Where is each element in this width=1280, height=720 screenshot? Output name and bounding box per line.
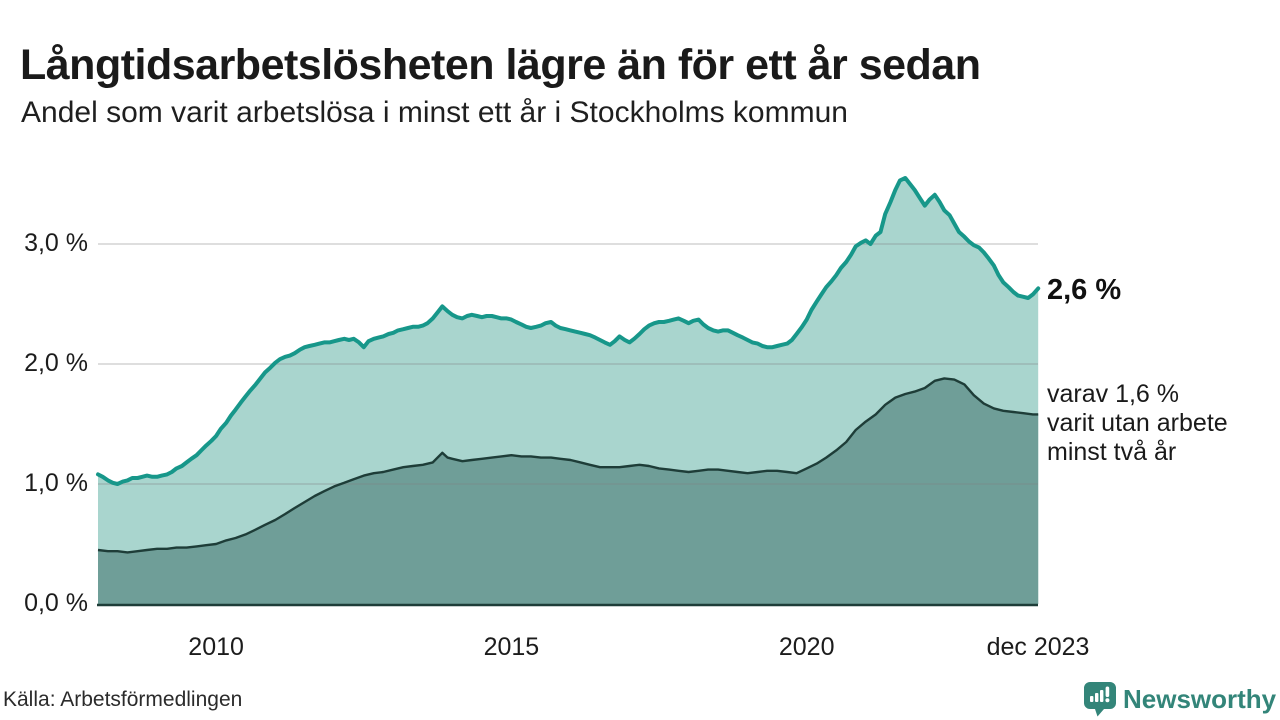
two-year-annotation: varav 1,6 % varit utan arbete minst två …	[1047, 380, 1228, 467]
newsworthy-wordmark: Newsworthy	[1123, 684, 1277, 714]
two-year-annotation-line3: minst två år	[1047, 438, 1177, 466]
x-tick-label: 2020	[778, 633, 835, 661]
source-credit: Källa: Arbetsförmedlingen	[3, 688, 243, 711]
latest-total-annotation: 2,6 %	[1047, 274, 1122, 306]
y-tick-label: 1,0 %	[24, 468, 88, 497]
y-tick-label: 3,0 %	[24, 228, 88, 257]
two-year-annotation-line2: varit utan arbete	[1047, 409, 1228, 437]
newsworthy-bubble-chart-icon	[1084, 682, 1116, 717]
chart-subtitle: Andel som varit arbetslösa i minst ett å…	[21, 96, 848, 129]
two-year-annotation-line1: varav 1,6 %	[1047, 380, 1180, 408]
y-tick-label: 0,0 %	[24, 588, 88, 617]
x-tick-label: 2010	[188, 633, 244, 661]
gridlines	[98, 243, 1038, 485]
newsworthy-logo[interactable]: Newsworthy	[1084, 682, 1276, 717]
x-tick-label: dec 2023	[986, 633, 1090, 661]
page-title: Långtidsarbetslösheten lägre än för ett …	[20, 40, 981, 89]
two-year-area-fill	[98, 378, 1039, 604]
total-line	[96, 176, 1041, 486]
two-year-line	[97, 377, 1039, 554]
x-tick-label: 2015	[483, 633, 540, 661]
y-tick-label: 2,0 %	[24, 348, 88, 377]
